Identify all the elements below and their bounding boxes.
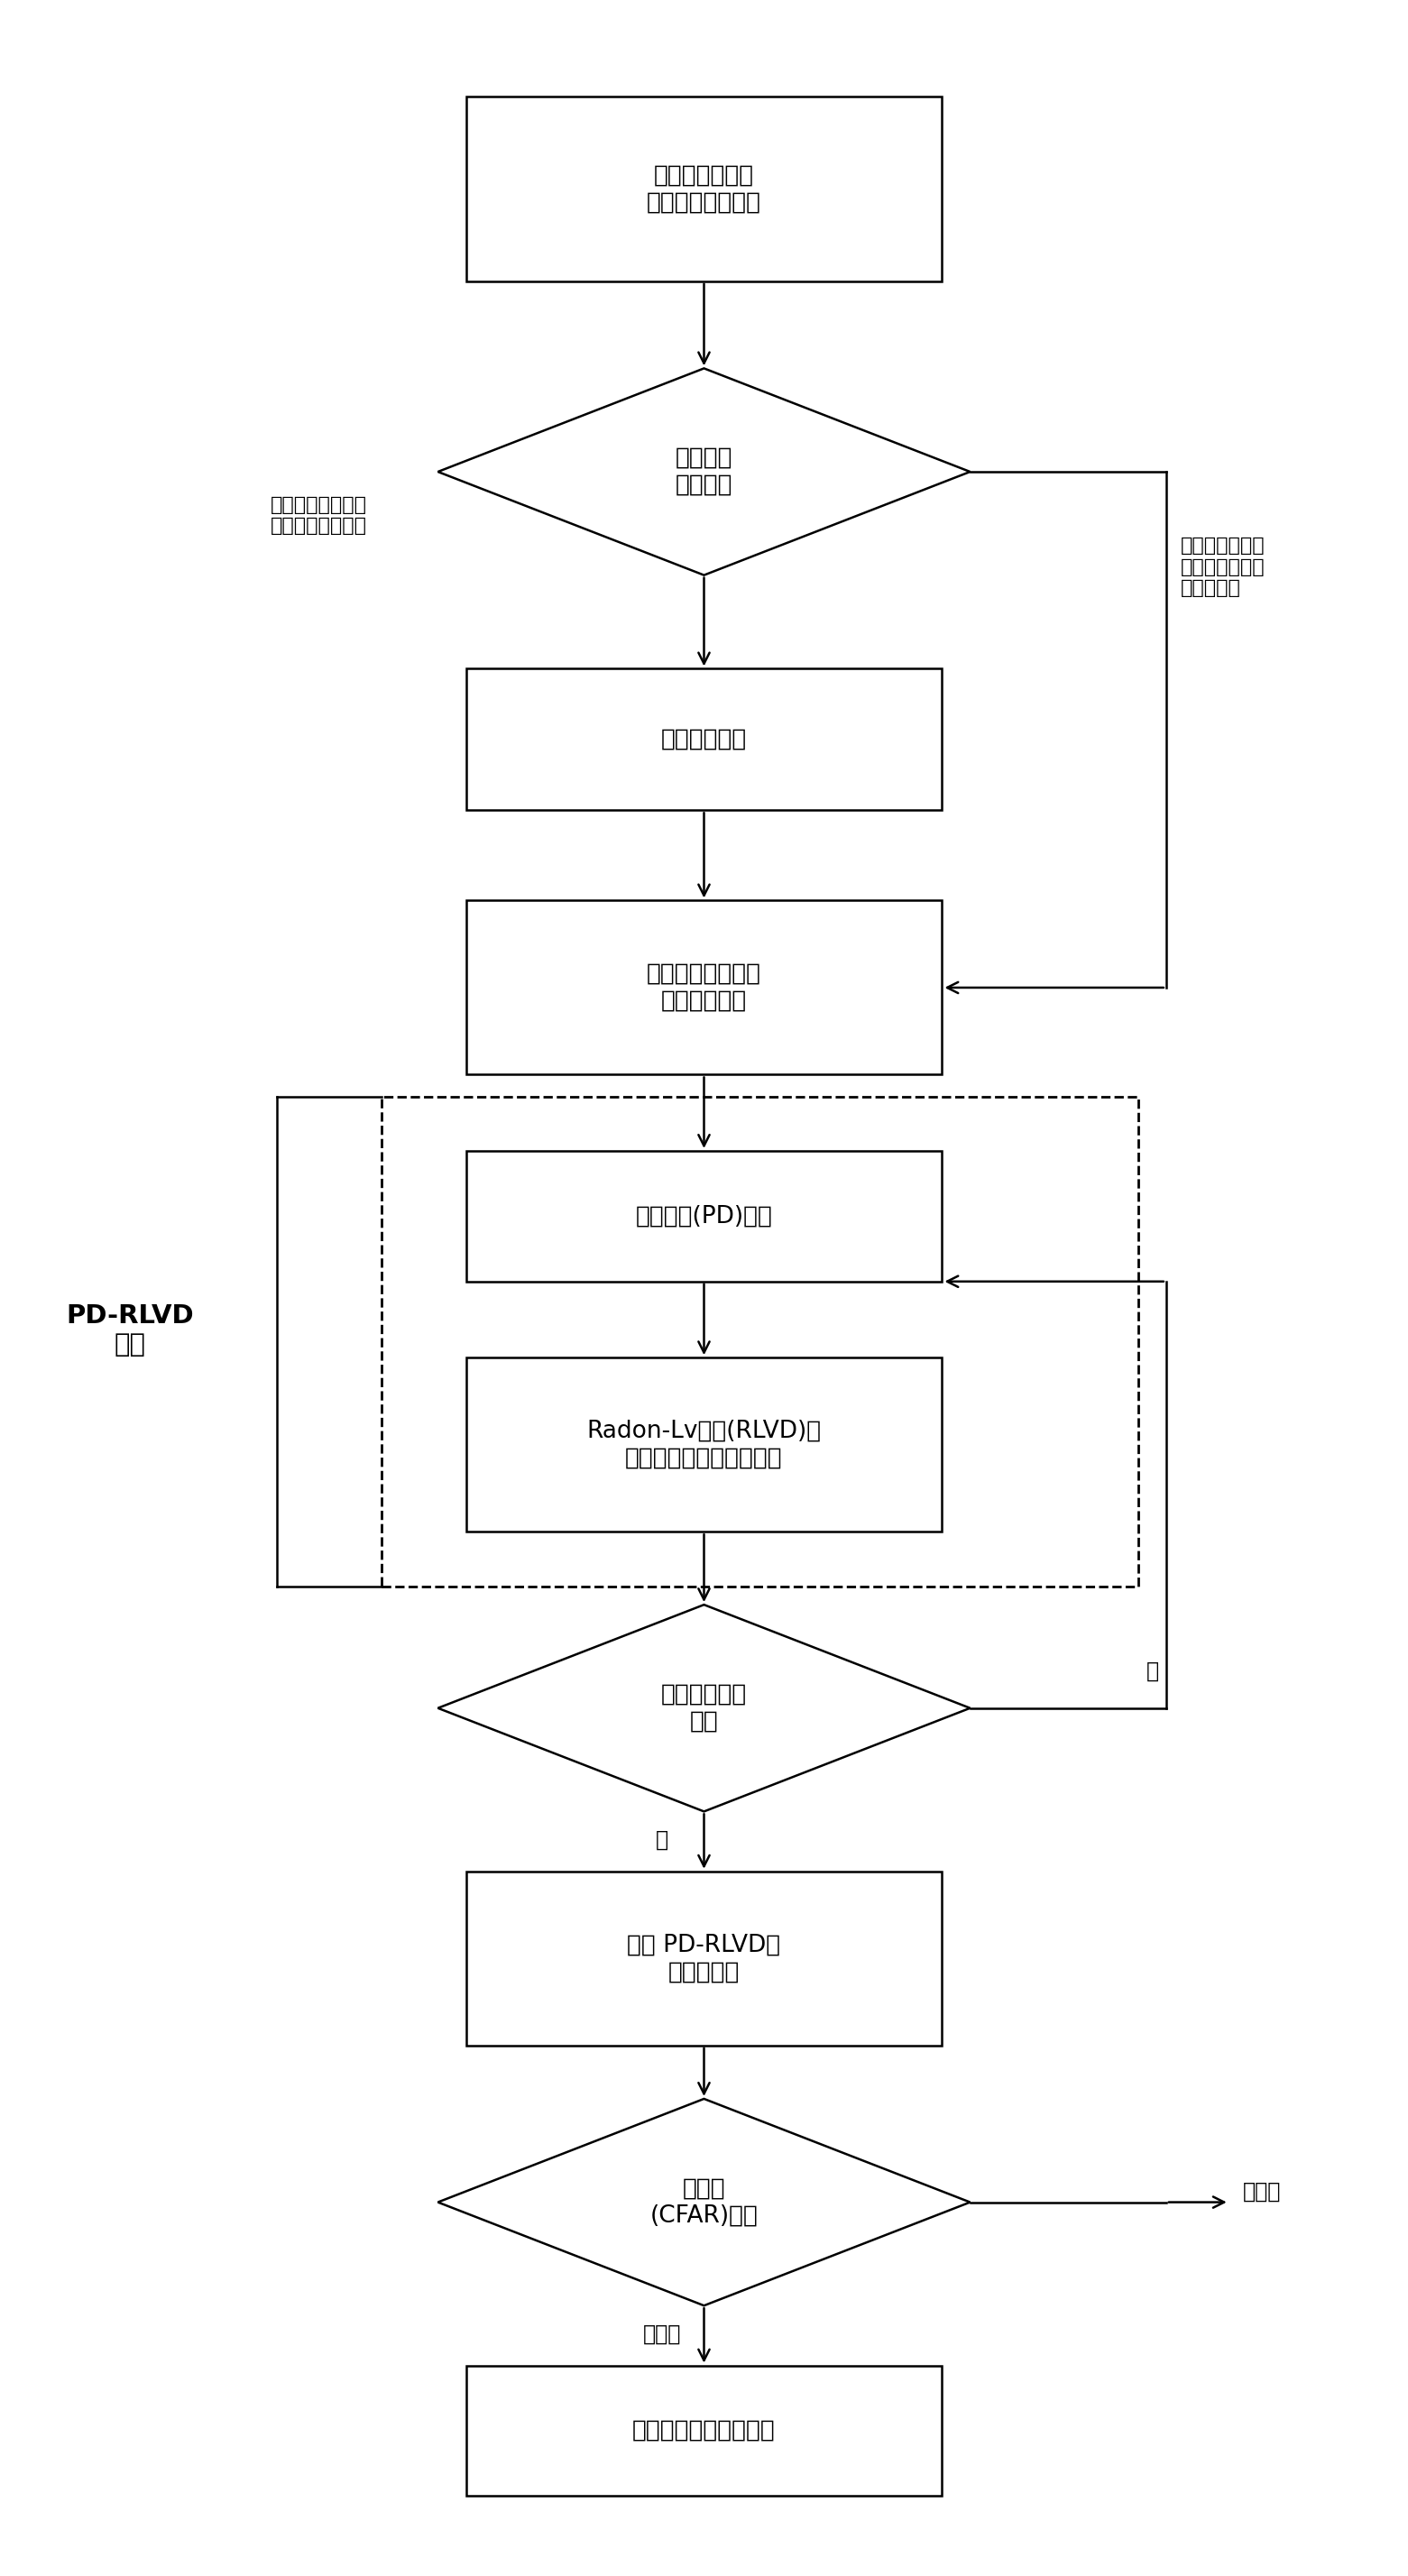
Polygon shape [438, 2099, 970, 2306]
Text: 恒虚警
(CFAR)检测: 恒虚警 (CFAR)检测 [650, 2177, 758, 2228]
Bar [466, 1870, 942, 2045]
Text: 有目标: 有目标 [643, 2324, 681, 2344]
Text: PD-RLVD
处理: PD-RLVD 处理 [66, 1303, 194, 1358]
Text: 动目标雷达回波
距离向解调和脉压: 动目标雷达回波 距离向解调和脉压 [646, 162, 762, 214]
Text: 估计转动周期: 估计转动周期 [660, 729, 748, 752]
Bar [466, 1358, 942, 1533]
Text: 构建 PD-RLVD域
检测单元图: 构建 PD-RLVD域 检测单元图 [628, 1932, 780, 1984]
Text: 探测目标
类型预判: 探测目标 类型预判 [676, 446, 732, 497]
Bar [382, 1097, 1138, 1587]
Text: 以非匀速平动为
主要运动方式的
类型二目标: 以非匀速平动为 主要运动方式的 类型二目标 [1180, 536, 1264, 598]
Text: 相位差分(PD)运算: 相位差分(PD)运算 [635, 1206, 773, 1229]
Text: 遍历所有搜索
参数: 遍历所有搜索 参数 [660, 1682, 748, 1734]
Text: 是: 是 [656, 1829, 669, 1850]
Text: 长时间脉间相参积
累参数初始化: 长时间脉间相参积 累参数初始化 [646, 963, 762, 1012]
Text: Radon-Lv分布(RLVD)运
算，完成长时间相参积累: Radon-Lv分布(RLVD)运 算，完成长时间相参积累 [587, 1419, 821, 1471]
Text: 无目标: 无目标 [1243, 2179, 1281, 2202]
Polygon shape [438, 1605, 970, 1811]
Bar [466, 1151, 942, 1280]
Polygon shape [438, 368, 970, 574]
Text: 否: 否 [1146, 1662, 1159, 1682]
Text: 目标运动特征参数估计: 目标运动特征参数估计 [632, 2419, 776, 2442]
Bar [466, 902, 942, 1074]
Bar [466, 95, 942, 281]
Text: 以转动为主要运动
方式的类型一目标: 以转动为主要运动 方式的类型一目标 [270, 495, 367, 536]
Bar [466, 670, 942, 811]
Bar [466, 2365, 942, 2496]
